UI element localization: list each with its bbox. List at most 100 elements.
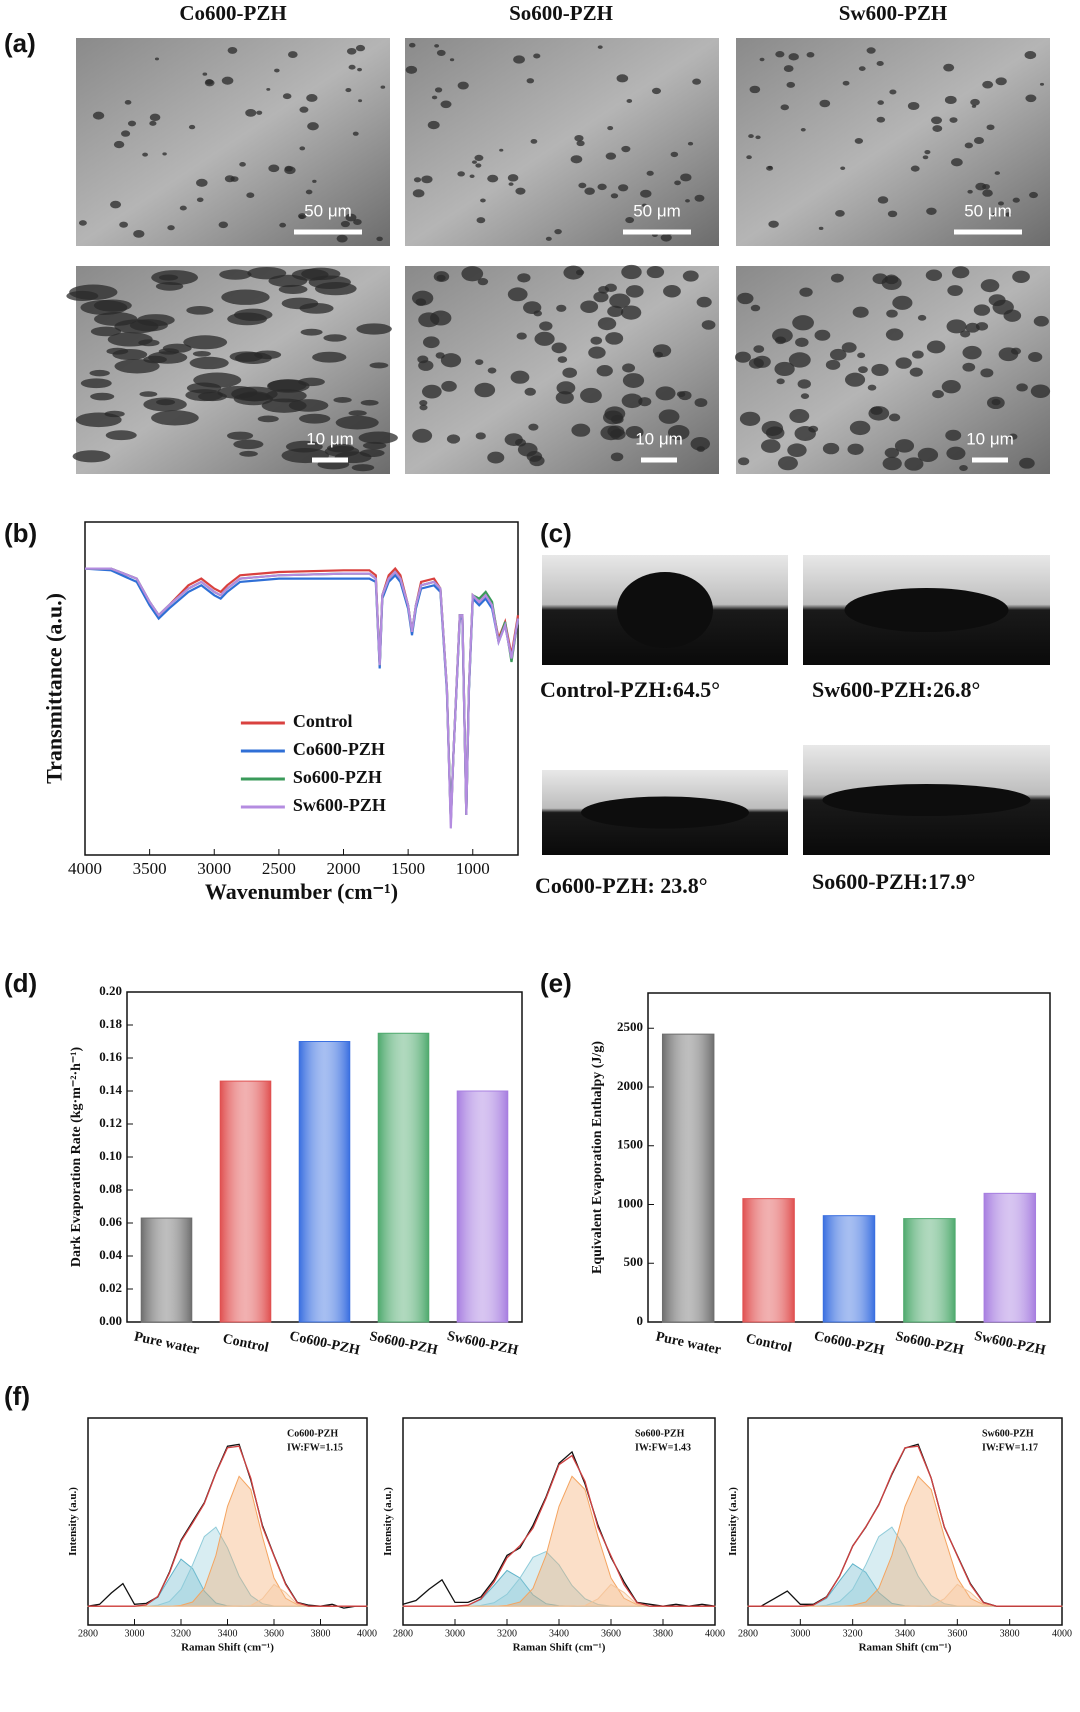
- pore: [822, 442, 840, 455]
- pore: [72, 450, 111, 463]
- pore: [932, 125, 943, 132]
- pore: [469, 174, 475, 179]
- pore: [127, 120, 137, 127]
- pore: [119, 221, 128, 228]
- y-axis-title: Intensity (a.u.): [67, 1487, 79, 1556]
- pore: [515, 187, 526, 195]
- pore: [941, 379, 961, 394]
- pore: [142, 152, 148, 157]
- pore: [284, 166, 296, 175]
- pore: [1033, 315, 1049, 327]
- x-tick-label: 1000: [456, 859, 490, 878]
- pore: [154, 57, 160, 61]
- chart: 0 500 1000 1500 2000 2500 Equivalent Evaporati…: [590, 992, 1051, 1359]
- droplet: [617, 572, 713, 648]
- pore: [475, 432, 486, 440]
- pore: [609, 293, 631, 309]
- x-tick-label: Co600-PZH: [812, 1329, 885, 1359]
- pore: [945, 429, 962, 441]
- pore: [788, 352, 811, 368]
- chart: 2800 3000 3200 3400 3600 3800 4000 Raman Shift …: [382, 1417, 725, 1654]
- pore: [440, 100, 452, 109]
- pore: [597, 183, 607, 191]
- pore: [739, 411, 761, 426]
- pore: [788, 53, 799, 61]
- pore: [353, 219, 362, 226]
- panel-label: (d): [4, 968, 37, 998]
- pore: [789, 409, 810, 423]
- pore: [994, 171, 1000, 175]
- pore: [461, 266, 484, 282]
- y-tick-label: 0.20: [99, 983, 122, 998]
- pore: [792, 315, 814, 331]
- x-tick-label: Control: [744, 1332, 793, 1356]
- pore: [133, 229, 145, 238]
- x-tick-label: Sw600-PZH: [973, 1329, 1047, 1359]
- pore: [1024, 51, 1037, 60]
- y-tick-label: 500: [624, 1254, 644, 1269]
- pore: [892, 295, 913, 310]
- pore: [162, 152, 167, 156]
- pore: [746, 155, 752, 160]
- pore: [876, 60, 884, 67]
- pore: [487, 367, 497, 374]
- pore: [267, 379, 307, 392]
- pore: [358, 99, 363, 103]
- y-tick-label: 0.18: [99, 1016, 122, 1031]
- bar: [298, 1041, 351, 1323]
- pore: [446, 434, 461, 444]
- pore: [245, 108, 257, 117]
- pore: [430, 310, 452, 326]
- pore: [986, 124, 995, 131]
- pore: [1029, 191, 1038, 199]
- pore: [884, 447, 900, 458]
- pore: [877, 196, 889, 204]
- pore: [534, 331, 555, 346]
- pore: [323, 334, 347, 342]
- pore: [761, 420, 784, 436]
- pore: [179, 205, 187, 211]
- pore: [92, 111, 105, 120]
- pore: [889, 89, 897, 95]
- pore: [667, 425, 690, 441]
- pore: [774, 361, 795, 377]
- pore: [610, 193, 619, 199]
- pore: [622, 363, 636, 373]
- sem-images: 50 μm 50 μm 50 μm 10 μm 10 μm 10 μm: [66, 38, 1051, 474]
- pore: [658, 409, 680, 424]
- pore: [78, 220, 87, 226]
- pore: [266, 87, 271, 91]
- pore: [982, 184, 990, 190]
- pore: [530, 139, 538, 144]
- pore: [871, 363, 889, 376]
- pore: [642, 203, 647, 207]
- pore: [694, 194, 705, 202]
- pore: [625, 426, 644, 439]
- x-tick-label: 3000: [790, 1628, 810, 1639]
- pore: [149, 120, 157, 126]
- pore: [474, 382, 496, 398]
- pore: [346, 47, 357, 55]
- pore: [189, 356, 229, 370]
- pore: [1008, 433, 1018, 440]
- pore: [419, 404, 428, 411]
- annotation: Co600-PZH: [287, 1428, 338, 1439]
- pore: [795, 337, 809, 348]
- line: [88, 1445, 367, 1607]
- plot-frame: [84, 521, 519, 856]
- pore: [515, 438, 527, 447]
- x-tick-label: 2000: [327, 859, 361, 878]
- pore: [651, 87, 661, 95]
- pore: [766, 165, 774, 171]
- pore: [121, 130, 131, 137]
- pore: [660, 233, 672, 242]
- x-tick-label: 3800: [1000, 1628, 1020, 1639]
- bar: [742, 1198, 795, 1323]
- annotation: IW:FW=1.15: [287, 1442, 343, 1453]
- x-tick-label: 3800: [311, 1628, 331, 1639]
- scale-bar-label: 50 μm: [633, 201, 681, 220]
- y-axis-title: Equivalent Evaporation Enthalpy (J/g): [590, 1041, 605, 1274]
- pore: [1039, 82, 1045, 86]
- pore: [964, 142, 973, 149]
- pore: [749, 85, 761, 94]
